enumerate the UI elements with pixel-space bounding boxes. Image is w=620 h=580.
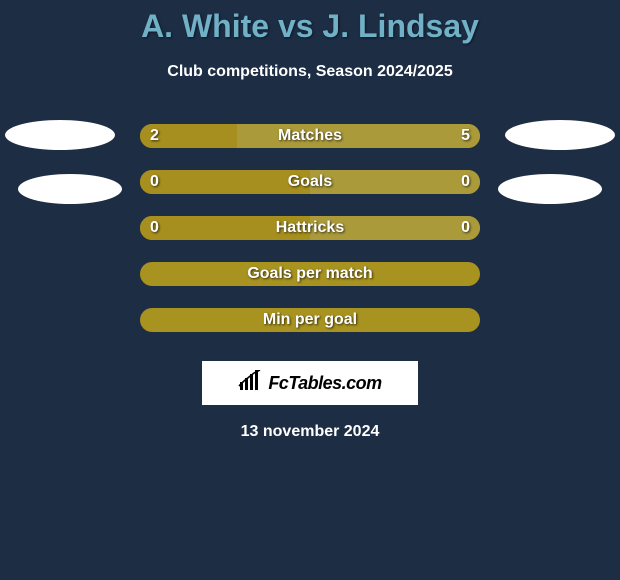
stat-row: Goals00 bbox=[0, 159, 620, 205]
stat-bar bbox=[140, 308, 480, 332]
stat-bar bbox=[140, 216, 480, 240]
stats-container: Matches25Goals00Hattricks00Goals per mat… bbox=[0, 113, 620, 343]
brand-box[interactable]: FcTables.com bbox=[202, 361, 418, 405]
stat-value-a: 2 bbox=[150, 124, 159, 148]
stat-value-b: 0 bbox=[461, 170, 470, 194]
stat-value-b: 5 bbox=[461, 124, 470, 148]
player-a-name: A. White bbox=[141, 8, 269, 44]
stat-row: Min per goal bbox=[0, 297, 620, 343]
stat-row: Matches25 bbox=[0, 113, 620, 159]
stat-bar-right bbox=[310, 170, 480, 194]
chart-icon bbox=[238, 370, 264, 397]
stat-value-a: 0 bbox=[150, 216, 159, 240]
stat-bar bbox=[140, 262, 480, 286]
stat-bar bbox=[140, 170, 480, 194]
stat-bar-left bbox=[140, 170, 310, 194]
stat-bar bbox=[140, 124, 480, 148]
stat-value-a: 0 bbox=[150, 170, 159, 194]
stat-bar-right bbox=[237, 124, 480, 148]
stat-bar-right bbox=[310, 216, 480, 240]
stat-value-b: 0 bbox=[461, 216, 470, 240]
player-b-name: J. Lindsay bbox=[322, 8, 479, 44]
stat-row: Hattricks00 bbox=[0, 205, 620, 251]
page-title: A. White vs J. Lindsay bbox=[0, 0, 620, 45]
title-sep: vs bbox=[269, 8, 322, 44]
stat-bar-left bbox=[140, 216, 310, 240]
date-text: 13 november 2024 bbox=[0, 423, 620, 441]
brand-text: FcTables.com bbox=[268, 373, 381, 394]
stat-row: Goals per match bbox=[0, 251, 620, 297]
subtitle: Club competitions, Season 2024/2025 bbox=[0, 63, 620, 81]
